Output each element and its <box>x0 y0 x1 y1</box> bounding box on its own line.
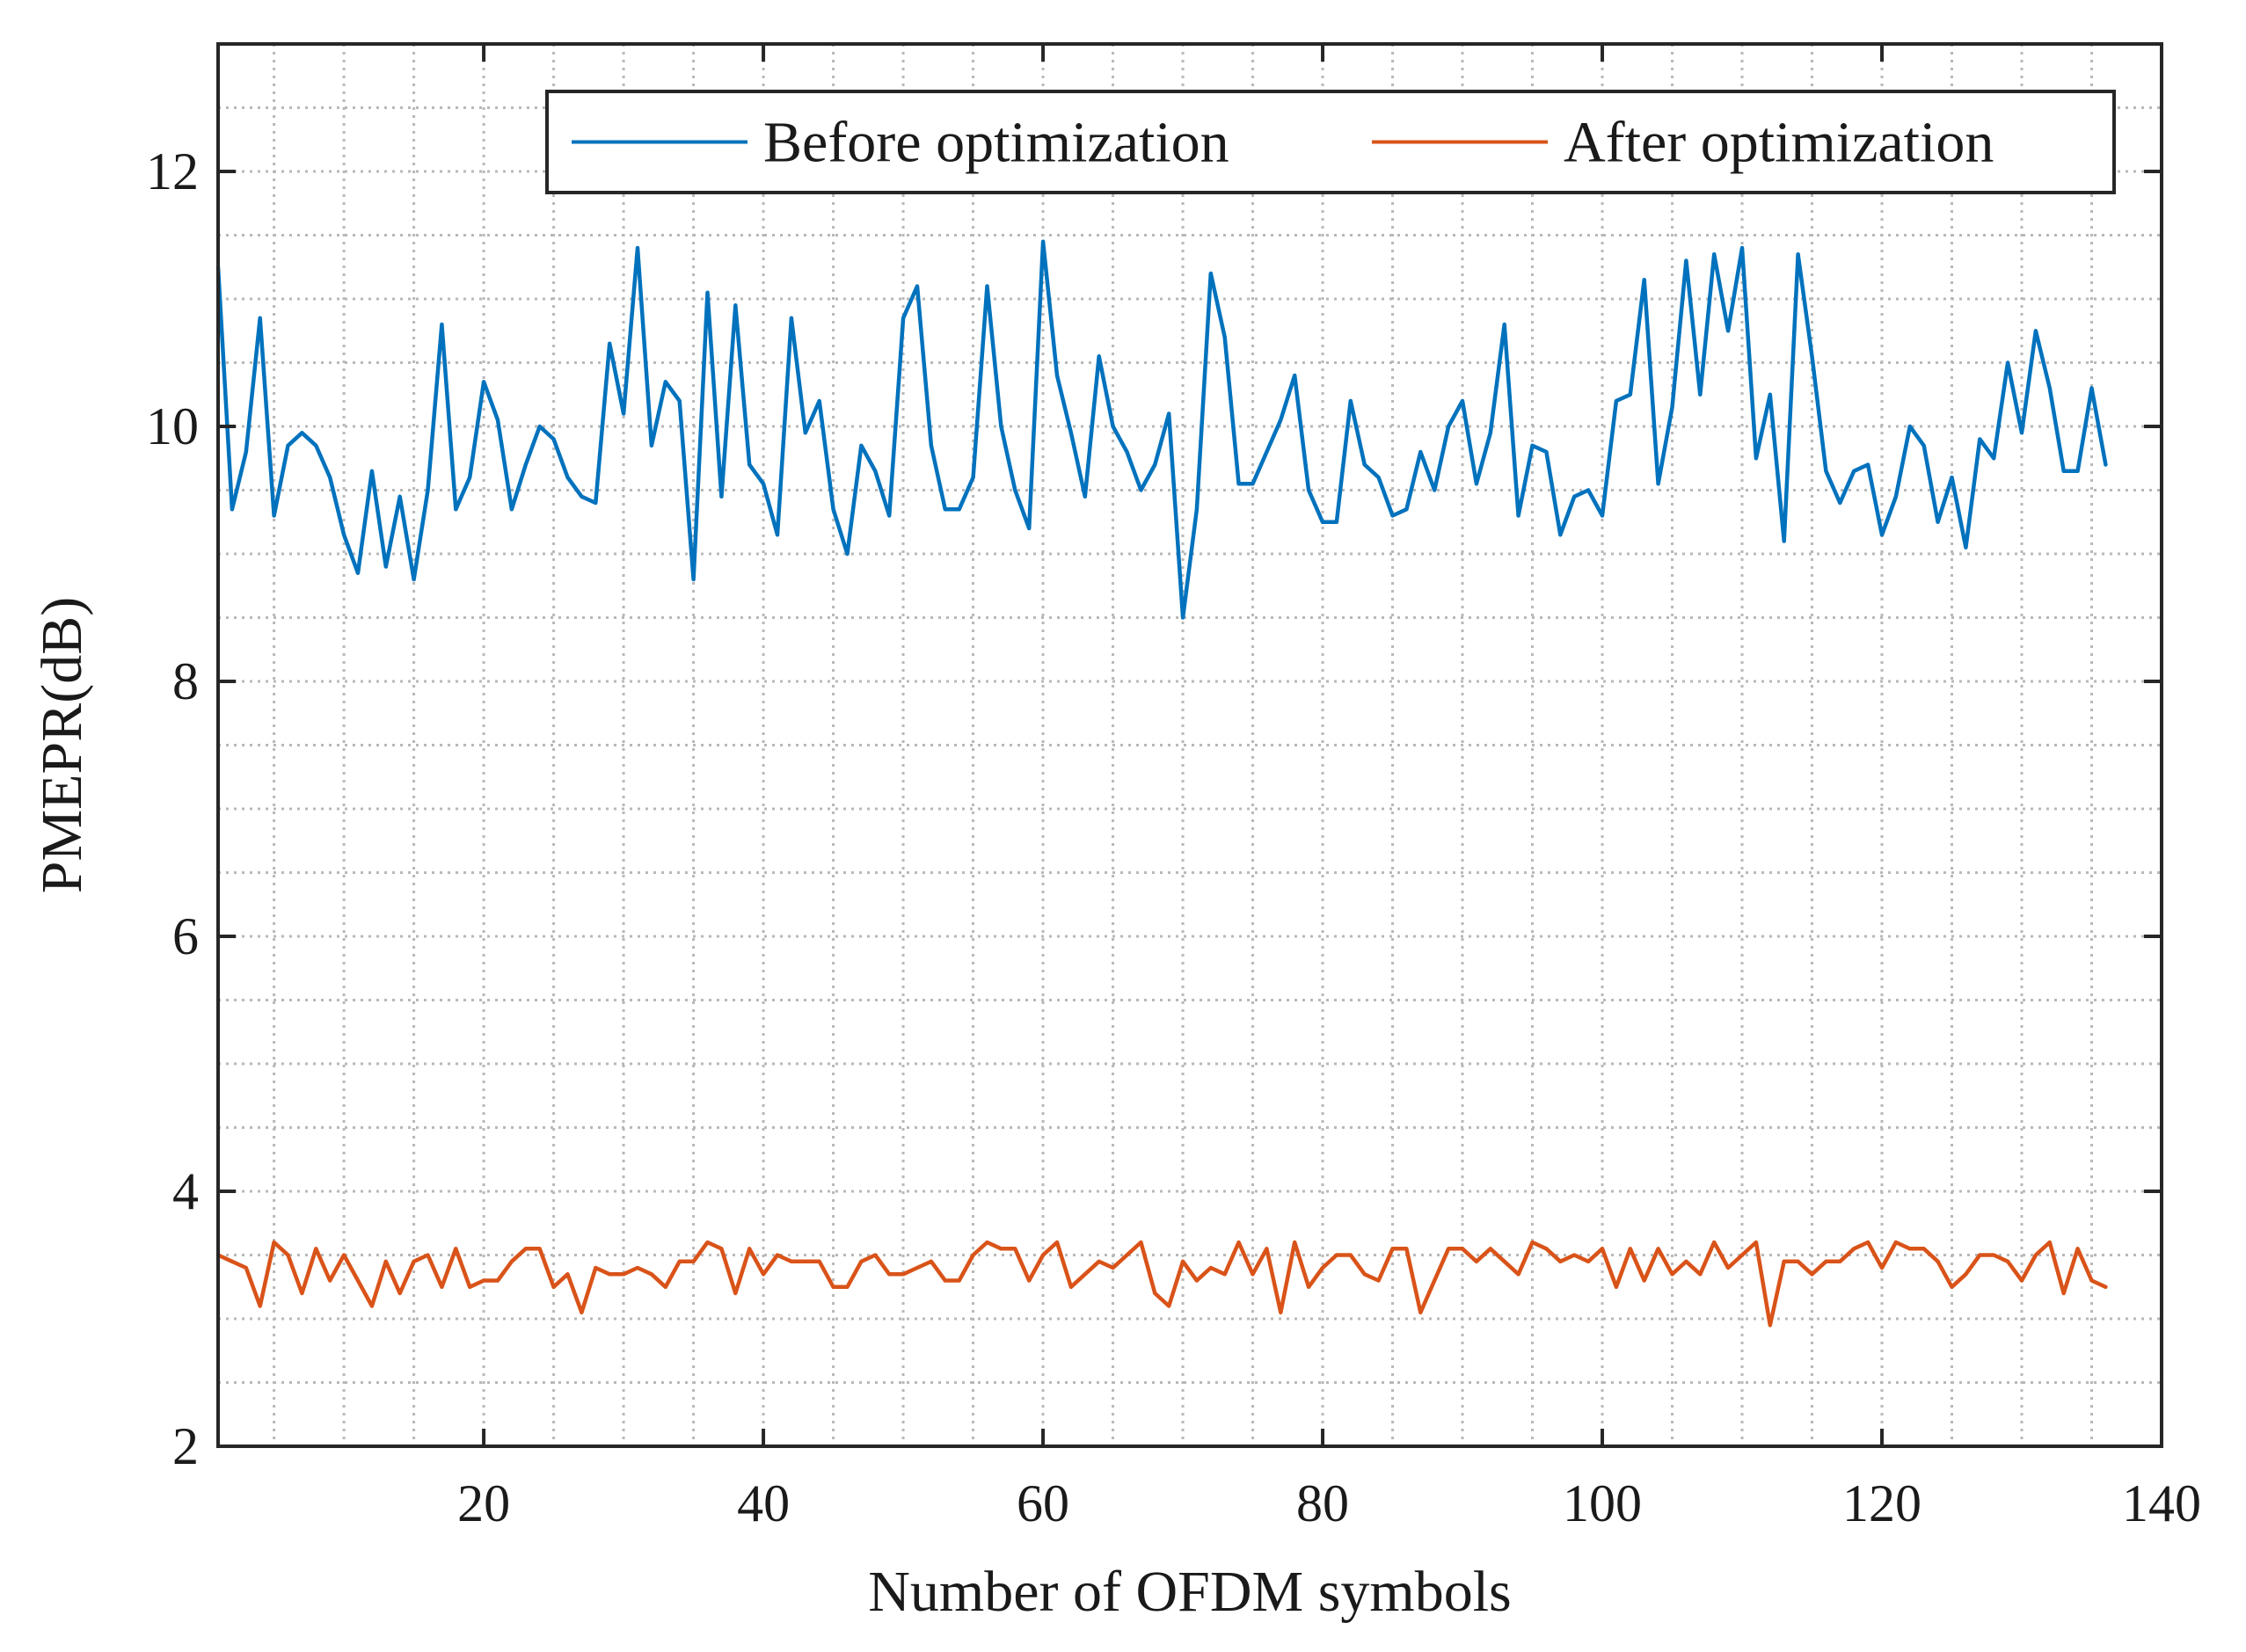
x-tick-label: 100 <box>1563 1474 1642 1532</box>
axis-ticks: 20 40 60 80 100 120 140 2 4 6 8 10 12 <box>146 44 2201 1532</box>
x-tick-label: 140 <box>2122 1474 2201 1532</box>
series-line-after-optimization <box>215 1240 2108 1328</box>
legend: Before optimization After optimization <box>545 90 2116 194</box>
legend-label-after-optimization: After optimization <box>1564 111 1994 175</box>
y-tick-label: 6 <box>172 907 199 965</box>
series-line-before-optimization <box>215 239 2108 620</box>
legend-label-before-optimization: Before optimization <box>763 111 1229 175</box>
y-tick-label: 8 <box>172 652 199 710</box>
legend-box <box>545 90 2116 194</box>
x-tick-label: 80 <box>1296 1474 1349 1532</box>
y-tick-label: 2 <box>172 1417 199 1475</box>
y-tick-label: 4 <box>172 1162 199 1220</box>
x-axis-title: Number of OFDM symbols <box>868 1560 1512 1624</box>
y-tick-label: 10 <box>146 397 199 455</box>
x-tick-label: 20 <box>457 1474 510 1532</box>
y-axis-title: PMEPR(dB) <box>30 597 94 893</box>
series-group <box>215 239 2108 1328</box>
y-tick-label: 12 <box>146 142 199 200</box>
x-tick-label: 120 <box>1842 1474 1921 1532</box>
x-tick-label: 60 <box>1017 1474 1069 1532</box>
x-tick-label: 40 <box>737 1474 790 1532</box>
plot-frame <box>216 42 2163 1448</box>
